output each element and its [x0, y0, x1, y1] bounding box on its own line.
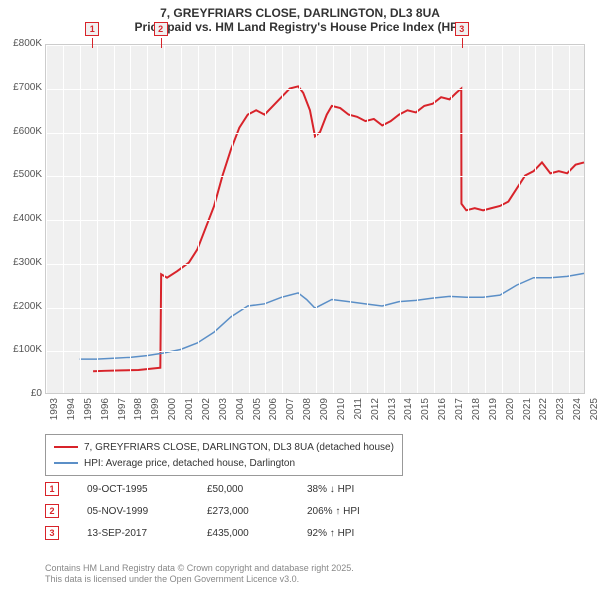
x-tick-label: 2022	[538, 398, 549, 426]
sale-date: 09-OCT-1995	[87, 484, 207, 495]
x-tick-label: 2016	[437, 398, 448, 426]
x-tick-label: 2002	[201, 398, 212, 426]
x-tick-label: 2013	[387, 398, 398, 426]
y-tick-label: £700K	[2, 82, 42, 93]
marker-tick	[92, 38, 93, 48]
chart-svg	[46, 45, 584, 393]
sale-row: 3 13-SEP-2017 £435,000 92% ↑ HPI	[45, 522, 427, 544]
x-tick-label: 1997	[117, 398, 128, 426]
x-tick-label: 2001	[184, 398, 195, 426]
marker-tick	[462, 38, 463, 48]
attribution-line: Contains HM Land Registry data © Crown c…	[45, 563, 354, 575]
x-tick-label: 2014	[403, 398, 414, 426]
sale-price: £273,000	[207, 506, 307, 517]
x-tick-label: 2025	[589, 398, 600, 426]
sale-row: 2 05-NOV-1999 £273,000 206% ↑ HPI	[45, 500, 427, 522]
legend-swatch	[54, 446, 78, 448]
sales-table: 1 09-OCT-1995 £50,000 38% ↓ HPI 2 05-NOV…	[45, 478, 427, 544]
marker-tick	[161, 38, 162, 48]
title-line-1: 7, GREYFRIARS CLOSE, DARLINGTON, DL3 8UA	[0, 6, 600, 20]
sale-marker: 2	[45, 504, 59, 518]
x-tick-label: 2012	[370, 398, 381, 426]
x-tick-label: 2007	[285, 398, 296, 426]
y-tick-label: £300K	[2, 257, 42, 268]
legend-item: 7, GREYFRIARS CLOSE, DARLINGTON, DL3 8UA…	[54, 439, 394, 455]
x-tick-label: 2008	[302, 398, 313, 426]
x-tick-label: 2018	[471, 398, 482, 426]
y-tick-label: £600K	[2, 126, 42, 137]
legend-item: HPI: Average price, detached house, Darl…	[54, 455, 394, 471]
attribution-line: This data is licensed under the Open Gov…	[45, 574, 354, 586]
x-tick-label: 1999	[150, 398, 161, 426]
sale-row: 1 09-OCT-1995 £50,000 38% ↓ HPI	[45, 478, 427, 500]
x-tick-label: 1998	[133, 398, 144, 426]
sale-date: 13-SEP-2017	[87, 528, 207, 539]
series-line	[93, 86, 584, 371]
x-tick-label: 2017	[454, 398, 465, 426]
x-tick-label: 1996	[100, 398, 111, 426]
sale-marker: 1	[45, 482, 59, 496]
x-tick-label: 2021	[522, 398, 533, 426]
x-tick-label: 2015	[420, 398, 431, 426]
legend-label: 7, GREYFRIARS CLOSE, DARLINGTON, DL3 8UA…	[84, 442, 394, 453]
x-tick-label: 2000	[167, 398, 178, 426]
y-tick-label: £400K	[2, 213, 42, 224]
x-tick-label: 2023	[555, 398, 566, 426]
y-tick-label: £100K	[2, 344, 42, 355]
sale-pct: 206% ↑ HPI	[307, 506, 427, 517]
marker-box: 1	[85, 22, 99, 36]
marker-box: 3	[455, 22, 469, 36]
series-line	[80, 273, 584, 359]
plot-area	[45, 44, 585, 394]
sale-date: 05-NOV-1999	[87, 506, 207, 517]
x-tick-label: 2004	[235, 398, 246, 426]
sale-marker: 3	[45, 526, 59, 540]
y-tick-label: £500K	[2, 169, 42, 180]
sale-pct: 38% ↓ HPI	[307, 484, 427, 495]
x-tick-label: 2009	[319, 398, 330, 426]
x-tick-label: 2003	[218, 398, 229, 426]
x-tick-label: 2005	[252, 398, 263, 426]
sale-price: £435,000	[207, 528, 307, 539]
legend-label: HPI: Average price, detached house, Darl…	[84, 458, 295, 469]
x-tick-label: 1994	[66, 398, 77, 426]
y-tick-label: £800K	[2, 38, 42, 49]
x-tick-label: 1993	[49, 398, 60, 426]
x-tick-label: 2019	[488, 398, 499, 426]
x-tick-label: 2011	[353, 398, 364, 426]
x-tick-label: 1995	[83, 398, 94, 426]
legend-swatch	[54, 462, 78, 464]
y-tick-label: £0	[2, 388, 42, 399]
sale-pct: 92% ↑ HPI	[307, 528, 427, 539]
attribution: Contains HM Land Registry data © Crown c…	[45, 563, 354, 586]
x-tick-label: 2020	[505, 398, 516, 426]
x-tick-label: 2024	[572, 398, 583, 426]
x-tick-label: 2010	[336, 398, 347, 426]
y-tick-label: £200K	[2, 301, 42, 312]
sale-price: £50,000	[207, 484, 307, 495]
x-tick-label: 2006	[268, 398, 279, 426]
legend: 7, GREYFRIARS CLOSE, DARLINGTON, DL3 8UA…	[45, 434, 403, 476]
marker-box: 2	[154, 22, 168, 36]
